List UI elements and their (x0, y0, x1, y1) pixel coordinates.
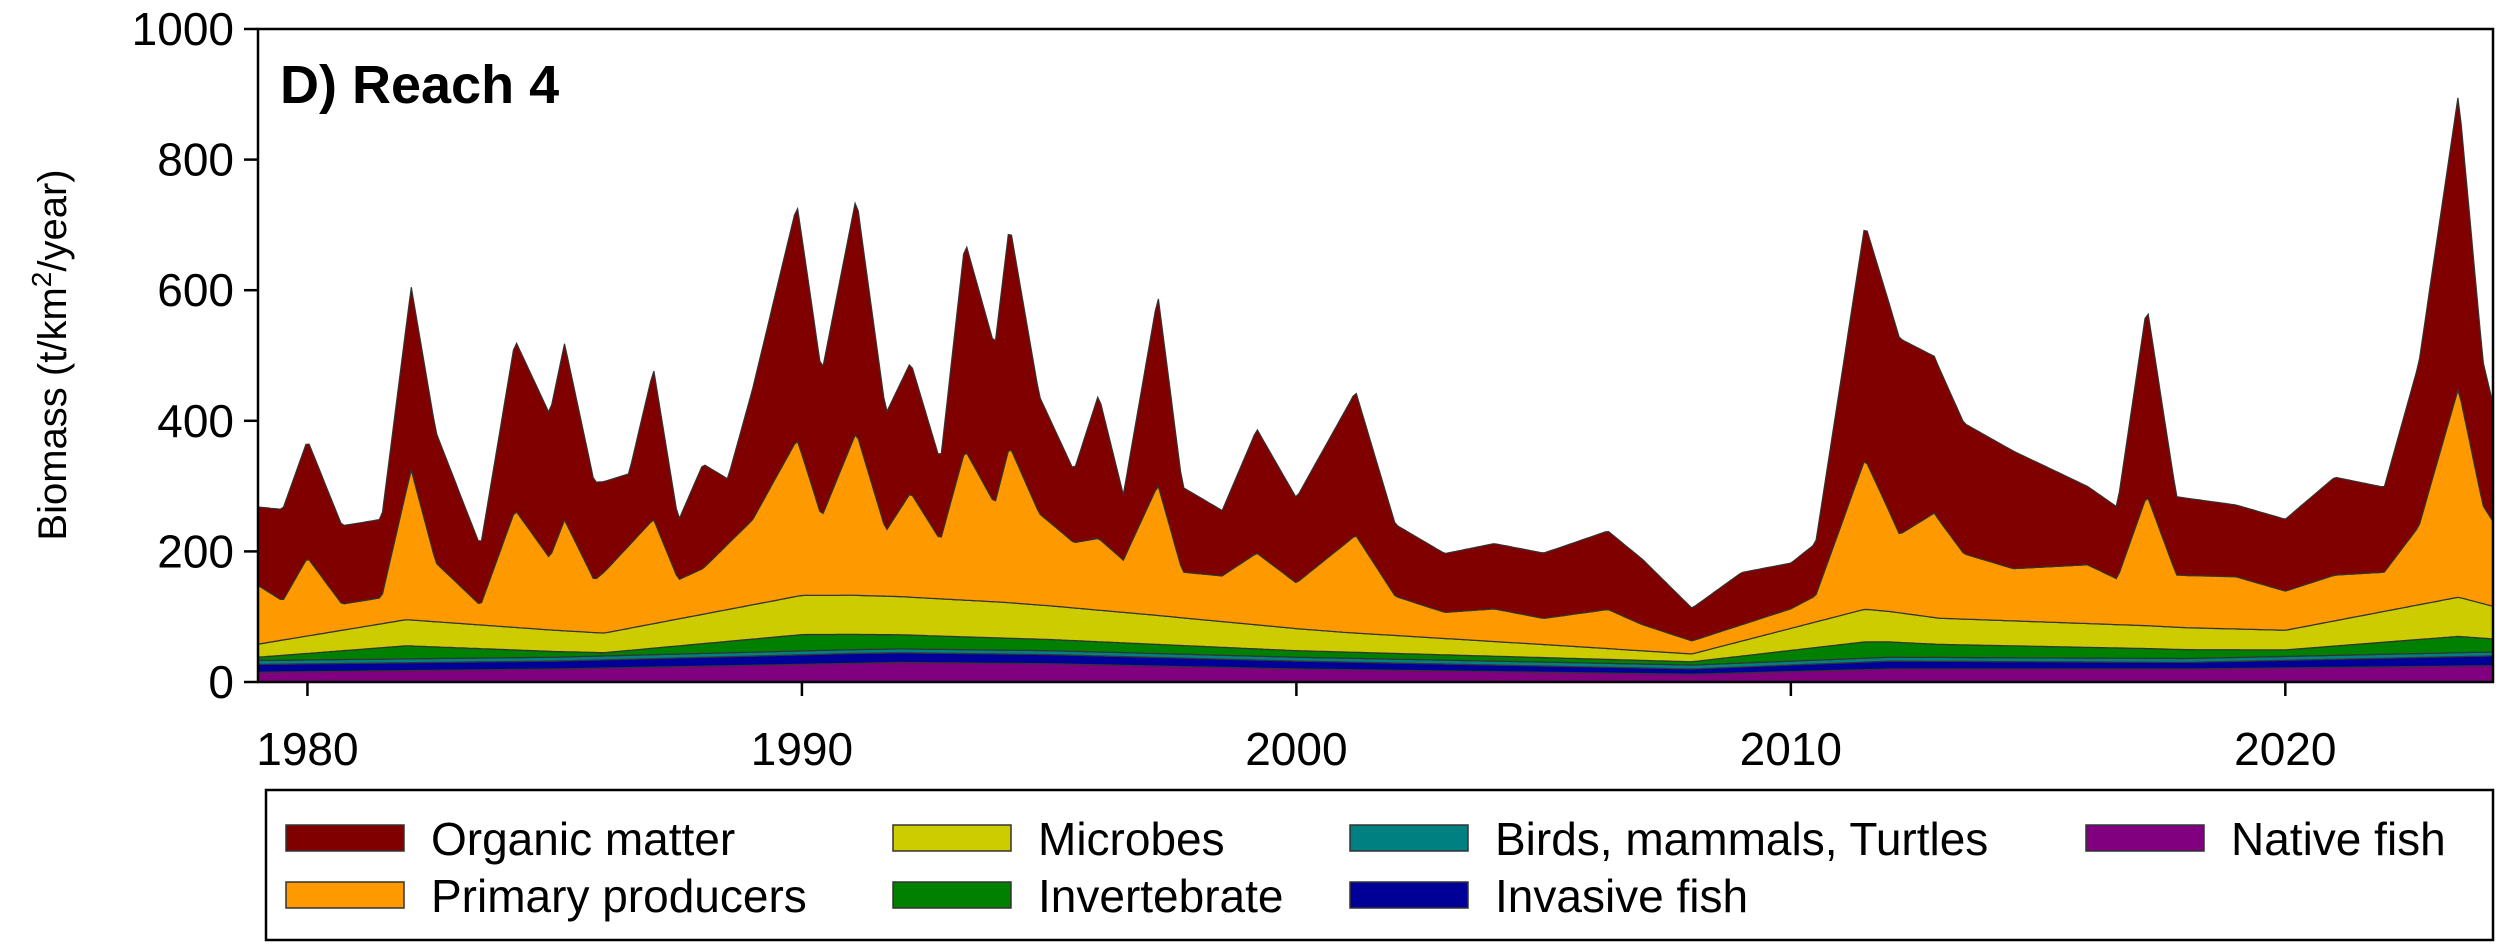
y-axis: 0 200 400 600 800 1000 (132, 3, 258, 708)
x-tick-label: 2020 (2234, 723, 2336, 775)
legend-label-microbes: Microbes (1038, 813, 1225, 865)
legend-label-primary-producers: Primary producers (431, 870, 807, 922)
legend-label-native-fish: Native fish (2231, 813, 2446, 865)
legend-swatch-birds-mammals-turtles (1349, 824, 1469, 852)
y-axis-title-superscript: 2 (26, 272, 57, 288)
y-axis-title-main: Biomass (t/km (31, 287, 75, 540)
legend-label-organic-matter: Organic matter (431, 813, 735, 865)
x-tick-label: 2010 (1740, 723, 1842, 775)
y-tick-label: 200 (157, 525, 234, 577)
panel-title: D) Reach 4 (280, 55, 559, 115)
x-tick-label: 1990 (751, 723, 853, 775)
y-tick-label: 600 (157, 264, 234, 316)
x-axis: 1980 1990 2000 2010 2020 (256, 682, 2336, 775)
y-tick-label: 1000 (132, 3, 234, 55)
x-tick-label: 1980 (256, 723, 358, 775)
y-axis-title-tail: /year) (31, 169, 75, 271)
plot-frame (256, 27, 2495, 684)
y-tick-label: 0 (208, 656, 234, 708)
legend-swatch-invasive-fish (1349, 881, 1469, 909)
legend-swatch-organic-matter (285, 824, 405, 852)
x-tick-label: 2000 (1245, 723, 1347, 775)
y-tick-label: 400 (157, 395, 234, 447)
area-layers (257, 97, 2494, 683)
legend-box (264, 788, 2495, 942)
y-axis-title: Biomass (t/km2/year) (26, 169, 76, 540)
legend-label-invertebrate: Invertebrate (1038, 870, 1283, 922)
legend-swatch-microbes (892, 824, 1012, 852)
legend-label-invasive-fish: Invasive fish (1495, 870, 1748, 922)
legend-swatch-invertebrate (892, 881, 1012, 909)
legend-swatch-primary-producers (285, 881, 405, 909)
legend-swatch-native-fish (2085, 824, 2205, 852)
y-tick-label: 800 (157, 134, 234, 186)
legend-label-birds-mammals-turtles: Birds, mammals, Turtles (1495, 813, 1988, 865)
